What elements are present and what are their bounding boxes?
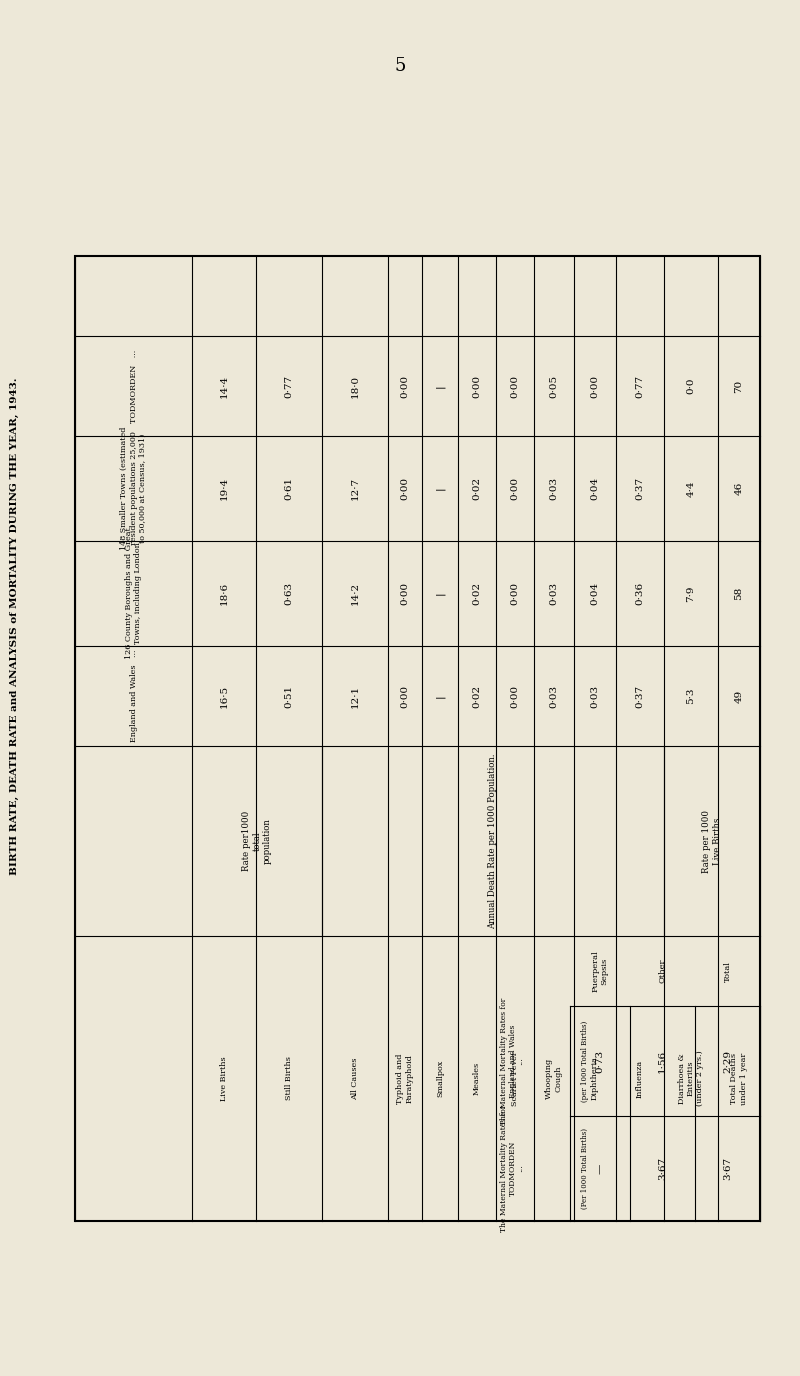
Text: |: |	[435, 487, 445, 490]
Text: 3·67: 3·67	[723, 1157, 732, 1181]
Text: 0·61: 0·61	[285, 477, 294, 499]
Text: 0·00: 0·00	[473, 374, 482, 398]
Text: Still Births: Still Births	[285, 1057, 293, 1101]
Text: 7·9: 7·9	[686, 585, 695, 601]
Text: 0·0: 0·0	[686, 378, 695, 395]
Text: 0·00: 0·00	[510, 374, 519, 398]
Text: (Per 1000 Total Births): (Per 1000 Total Births)	[581, 1128, 589, 1210]
Text: 0·00: 0·00	[401, 582, 410, 605]
Text: 0·00: 0·00	[510, 684, 519, 707]
Text: 18·6: 18·6	[219, 582, 229, 605]
Text: The Maternal Mortality Rates for
TODMORDEN: The Maternal Mortality Rates for TODMORD…	[500, 1105, 518, 1232]
Text: Total Deaths
under 1 year: Total Deaths under 1 year	[730, 1053, 747, 1105]
Text: 0·77: 0·77	[635, 374, 645, 398]
Text: 12·7: 12·7	[350, 477, 359, 499]
Text: Total: Total	[723, 960, 731, 981]
Text: ...: ...	[516, 1057, 524, 1065]
Text: 0·00: 0·00	[590, 374, 599, 398]
Text: 19·4: 19·4	[219, 477, 229, 499]
Text: —: —	[595, 1163, 605, 1174]
Text: 0·51: 0·51	[285, 684, 294, 707]
Text: BIRTH RATE, DEATH RATE and ANALYSIS of MORTALITY DURING THE YEAR, 1943.: BIRTH RATE, DEATH RATE and ANALYSIS of M…	[10, 377, 18, 875]
Text: 126 County Boroughs and Great
Towns, including London: 126 County Boroughs and Great Towns, inc…	[125, 527, 142, 659]
Text: 70: 70	[734, 380, 743, 392]
Text: Typhoid and
Paratyphoid: Typhoid and Paratyphoid	[397, 1053, 414, 1104]
Text: Live Births: Live Births	[220, 1057, 228, 1101]
Text: Scarlet Fever: Scarlet Fever	[511, 1051, 519, 1106]
Text: 5·3: 5·3	[686, 688, 695, 705]
Text: 0·04: 0·04	[590, 477, 599, 499]
Text: 14·2: 14·2	[350, 582, 359, 605]
Text: 0·00: 0·00	[510, 477, 519, 499]
Text: 0·00: 0·00	[510, 582, 519, 605]
Text: 18·0: 18·0	[350, 374, 359, 398]
Text: 0·63: 0·63	[285, 582, 294, 605]
Text: Annual Death Rate per 1000 Population.: Annual Death Rate per 1000 Population.	[489, 753, 498, 929]
Text: 0·00: 0·00	[401, 477, 410, 499]
Text: Diarrhoea &
Enteritis
(under 2 yrs.): Diarrhoea & Enteritis (under 2 yrs.)	[678, 1051, 704, 1106]
Text: Diphtheria: Diphtheria	[591, 1057, 599, 1101]
Text: Smallpox: Smallpox	[436, 1060, 444, 1097]
Text: 1·56: 1·56	[658, 1050, 667, 1072]
Text: Rate per1000
total
population: Rate per1000 total population	[242, 810, 272, 871]
Text: TODMORDEN   ...: TODMORDEN ...	[130, 350, 138, 422]
Text: 0·02: 0·02	[473, 582, 482, 605]
Bar	[75, 256, 760, 1221]
Text: (per 1000 Total Births): (per 1000 Total Births)	[581, 1021, 589, 1102]
Text: 0·05: 0·05	[550, 374, 558, 398]
Text: 49: 49	[734, 689, 743, 703]
Text: 148 Smaller Towns (estimated
resident populations 25,000
to 50,000 at Census, 19: 148 Smaller Towns (estimated resident po…	[120, 427, 146, 550]
Text: Puerperal
Sepsis: Puerperal Sepsis	[591, 949, 609, 992]
Text: 0·03: 0·03	[550, 684, 558, 707]
Text: 0·77: 0·77	[285, 374, 294, 398]
Text: 3·67: 3·67	[658, 1157, 667, 1181]
Text: 0·03: 0·03	[550, 582, 558, 605]
Text: |: |	[435, 384, 445, 388]
Text: 4·4: 4·4	[686, 480, 695, 497]
Text: ...: ...	[516, 1164, 524, 1172]
Text: Measles: Measles	[473, 1062, 481, 1095]
Text: 0·02: 0·02	[473, 684, 482, 707]
Text: Rate per 1000
Live Births: Rate per 1000 Live Births	[702, 809, 722, 872]
Text: 0·04: 0·04	[590, 582, 599, 605]
Text: 0·02: 0·02	[473, 477, 482, 499]
Text: 2·29: 2·29	[723, 1050, 732, 1072]
Text: The Maternal Mortality Rates for
England and Wales: The Maternal Mortality Rates for England…	[500, 998, 518, 1124]
Text: 5: 5	[394, 56, 406, 76]
Text: 12·1: 12·1	[350, 684, 359, 707]
Text: 0·00: 0·00	[401, 684, 410, 707]
Text: |: |	[435, 694, 445, 698]
Text: All Causes: All Causes	[351, 1057, 359, 1099]
Text: 0·00: 0·00	[401, 374, 410, 398]
Text: England and Wales   ...: England and Wales ...	[130, 649, 138, 742]
Text: 16·5: 16·5	[219, 684, 229, 707]
Text: 0·37: 0·37	[635, 684, 645, 707]
Text: 0·03: 0·03	[550, 477, 558, 499]
Text: Influenza: Influenza	[636, 1060, 644, 1098]
Text: 46: 46	[734, 482, 743, 495]
Text: Whooping
Cough: Whooping Cough	[546, 1058, 562, 1099]
Text: 0·36: 0·36	[635, 582, 645, 605]
Text: |: |	[435, 592, 445, 596]
Text: 0·73: 0·73	[595, 1050, 605, 1072]
Text: 58: 58	[734, 588, 743, 600]
Text: 0·37: 0·37	[635, 477, 645, 499]
Text: Other: Other	[658, 959, 666, 984]
Text: 14·4: 14·4	[219, 374, 229, 398]
Text: 0·03: 0·03	[590, 684, 599, 707]
